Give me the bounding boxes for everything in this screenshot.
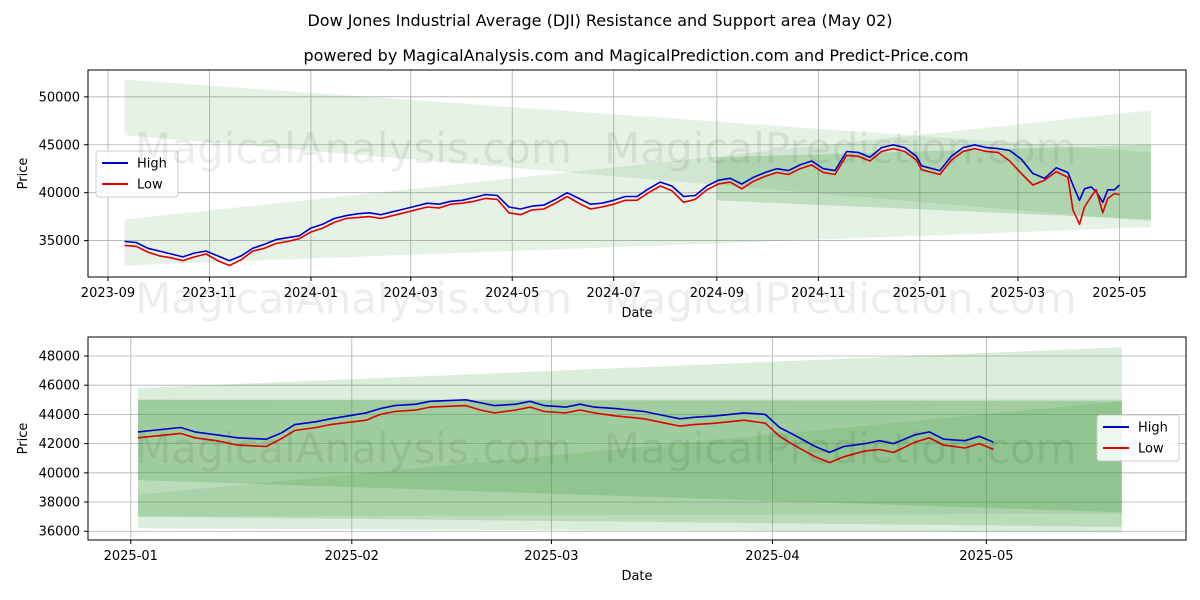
range-band-3 bbox=[137, 401, 1122, 517]
x-axis-label: Date bbox=[621, 306, 652, 321]
x-tick-label: 2025-03 bbox=[524, 549, 578, 564]
y-tick-label: 40000 bbox=[39, 466, 80, 481]
y-axis-label: Price bbox=[16, 158, 31, 190]
legend-label-low: Low bbox=[1138, 442, 1164, 457]
range-band-2 bbox=[716, 144, 1152, 220]
series-line-low bbox=[137, 404, 994, 464]
overview-panel: 35000 40000 45000 50000 2023-09 2023-11 2024-0… bbox=[16, 69, 1187, 321]
y-tick-label: 42000 bbox=[39, 437, 80, 452]
series-line-low bbox=[124, 147, 1120, 267]
watermark-analysis: MagicalAnalysis.com bbox=[135, 424, 572, 473]
plot-frame bbox=[87, 69, 1187, 278]
x-tick-label: 2024-09 bbox=[690, 286, 744, 301]
x-tick-label: 2025-04 bbox=[745, 549, 799, 564]
chart-subtitle: powered by MagicalAnalysis.com and Magic… bbox=[303, 46, 968, 65]
y-tick-label: 46000 bbox=[39, 379, 80, 394]
x-tick-label: 2023-11 bbox=[182, 286, 236, 301]
y-tick-label: 38000 bbox=[39, 496, 80, 511]
range-band-0 bbox=[137, 347, 1122, 533]
x-tick-label: 2024-01 bbox=[284, 286, 338, 301]
plot-frame bbox=[87, 336, 1187, 541]
y-tick-label: 36000 bbox=[39, 525, 80, 540]
series-line-high bbox=[124, 144, 1121, 262]
y-tick-label: 45000 bbox=[39, 138, 80, 153]
watermark-analysis: MagicalAnalysis.com bbox=[135, 274, 572, 323]
y-axis-label: Price bbox=[16, 423, 31, 455]
legend-label-high: High bbox=[1138, 421, 1168, 436]
watermark-prediction: MagicalPrediction.com bbox=[604, 424, 1077, 473]
x-axis-label: Date bbox=[621, 569, 652, 584]
range-band-0 bbox=[124, 79, 1152, 222]
y-tick-label: 40000 bbox=[39, 186, 80, 201]
x-tick-label: 2023-09 bbox=[81, 286, 135, 301]
watermark-prediction: MagicalPrediction.com bbox=[604, 124, 1077, 173]
range-band-1 bbox=[137, 399, 1122, 527]
y-tick-label: 48000 bbox=[39, 349, 80, 364]
x-tick-label: 2025-02 bbox=[325, 549, 379, 564]
x-tick-label: 2025-01 bbox=[104, 549, 158, 564]
x-tick-label: 2024-11 bbox=[791, 286, 845, 301]
legend: High Low bbox=[1096, 414, 1180, 462]
x-tick-label: 2025-03 bbox=[991, 286, 1045, 301]
legend: High Low bbox=[95, 150, 179, 198]
x-tick-label: 2024-07 bbox=[587, 286, 641, 301]
range-band-2 bbox=[137, 399, 1122, 513]
watermark-analysis: MagicalAnalysis.com bbox=[135, 124, 572, 173]
chart-title: Dow Jones Industrial Average (DJI) Resis… bbox=[307, 11, 892, 30]
legend-label-low: Low bbox=[137, 178, 163, 193]
x-tick-label: 2025-01 bbox=[893, 286, 947, 301]
legend-label-high: High bbox=[137, 157, 167, 172]
zoom-panel: 36000 38000 40000 42000 44000 46000 48000 2025-… bbox=[16, 336, 1187, 584]
x-tick-label: 2024-03 bbox=[384, 286, 438, 301]
y-tick-label: 35000 bbox=[39, 234, 80, 249]
series-line-high bbox=[137, 399, 994, 454]
x-tick-label: 2025-05 bbox=[1092, 286, 1146, 301]
plot-area bbox=[137, 347, 1122, 533]
x-tick-label: 2024-05 bbox=[485, 286, 539, 301]
watermark-layer: MagicalAnalysis.com MagicalPrediction.co… bbox=[135, 124, 1077, 473]
x-tick-label: 2025-05 bbox=[959, 549, 1013, 564]
plot-area bbox=[124, 79, 1152, 267]
y-tick-label: 50000 bbox=[39, 90, 80, 105]
watermark-prediction: MagicalPrediction.com bbox=[604, 274, 1077, 323]
y-tick-label: 44000 bbox=[39, 408, 80, 423]
